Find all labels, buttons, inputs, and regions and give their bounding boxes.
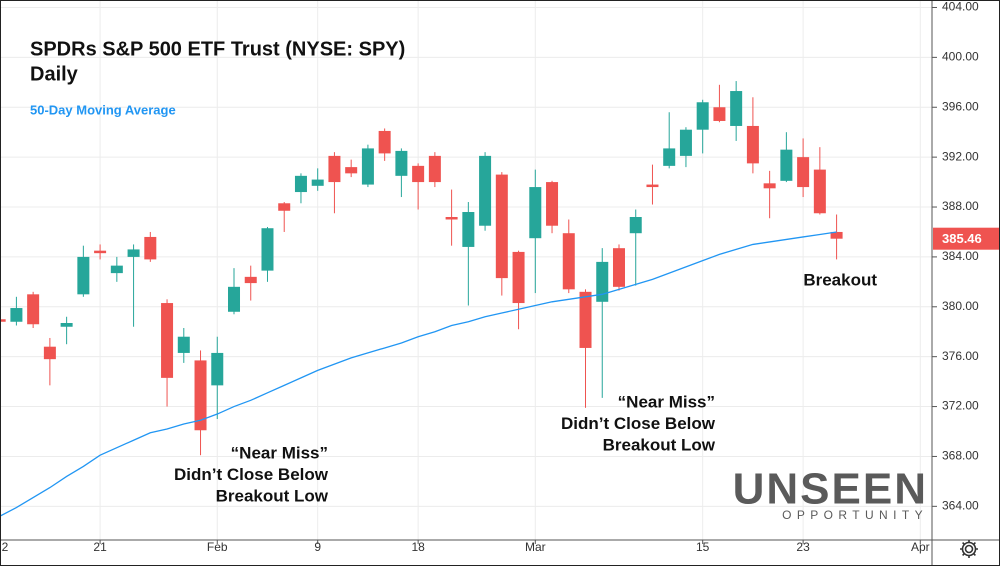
candle-body [696,102,709,130]
candle-body [746,125,759,164]
last-price-label: 385.46 [942,231,982,246]
legend-entry: 50-Day Moving Average [30,102,176,117]
moving-average-line [0,231,837,517]
candle-body [43,346,56,360]
y-tick-label: 384.00 [942,249,979,263]
text-layer: SPDRs S&P 500 ETF Trust (NYSE: SPY) Dail… [30,38,928,522]
candle-body [261,228,274,271]
candle-body [412,165,425,183]
candle-body [110,265,123,274]
chart-subtitle: Daily [30,63,79,85]
candle-body [730,91,743,126]
candle-body [646,184,659,188]
candle-body [629,216,642,234]
y-tick-label: 380.00 [942,299,979,313]
candle-body [612,248,625,287]
candle-body [194,360,207,431]
candle-body [244,276,257,284]
candle-body [495,174,508,279]
candle-body [479,155,492,226]
x-tick-label: Feb [207,540,228,554]
y-tick-label: 404.00 [942,0,979,14]
annotation: Breakout [803,270,877,289]
candle-body [713,107,726,121]
candle-body [345,167,358,174]
candle-body [211,352,224,386]
x-tick-label: Apr [911,540,930,554]
candle-body [462,212,475,247]
annotation: Breakout Low [216,486,329,505]
x-tick-label: 2 [2,540,9,554]
y-tick-label: 376.00 [942,349,979,363]
x-tick-label: 23 [796,540,810,554]
candle-body [378,130,391,154]
candle-body [512,251,525,304]
candle-body [311,179,324,186]
axis-layer: 364.00 368.00 372.00 376.00 380.00 384.00 388.… [0,0,1000,554]
candle-body [10,308,23,322]
candle-body [77,256,90,295]
candle-body [679,129,692,156]
settings-icon[interactable] [960,540,978,558]
x-tick-label: Mar [525,540,546,554]
annotation: Didn’t Close Below [174,465,329,484]
y-tick-label: 388.00 [942,199,979,213]
x-tick-label: 18 [411,540,425,554]
annotation: Didn’t Close Below [561,414,716,433]
candle-body [830,231,843,239]
candle-body [529,187,542,239]
candle-body [27,294,40,325]
chart-title: SPDRs S&P 500 ETF Trust (NYSE: SPY) [30,38,405,60]
candle-body [60,323,73,327]
candle-body [562,233,575,290]
logo: UNSEEN [733,465,928,514]
plot-layer [0,81,843,517]
candle-body [361,148,374,185]
candle-body [127,249,140,257]
y-tick-label: 392.00 [942,149,979,163]
logo-tagline: OPPORTUNITY [782,508,928,522]
annotation: Breakout Low [603,435,716,454]
candle-body [395,150,408,176]
candle-body [763,183,776,189]
candle-body [278,203,291,211]
candle-body [813,169,826,214]
candle-body [144,236,157,260]
candle-body [780,149,793,181]
candle-body [546,182,559,226]
candle-body [663,148,676,166]
y-tick-label: 396.00 [942,99,979,113]
candle-body [94,250,107,254]
candle-body [294,175,307,193]
x-tick-label: 9 [314,540,321,554]
candle-body [797,157,810,188]
candle-body [428,155,441,183]
settings-icon-hub [964,544,974,554]
candle-body [177,336,190,353]
annotation: “Near Miss” [618,392,715,411]
candle-body [161,303,174,378]
candle-body [596,261,609,302]
candle-body [328,155,341,183]
grid-layer [0,0,932,540]
annotation: “Near Miss” [231,443,328,462]
y-tick-label: 364.00 [942,498,979,512]
x-tick-label: 15 [696,540,710,554]
y-tick-label: 368.00 [942,449,979,463]
last-price-box [933,227,1000,250]
settings-icon-teeth [960,540,978,558]
candle-body [228,286,241,312]
y-tick-label: 372.00 [942,399,979,413]
x-tick-label: 21 [93,540,107,554]
y-tick-label: 400.00 [942,50,979,64]
candle-body [579,291,592,348]
candle-body [0,319,6,322]
candle-body [445,216,458,220]
